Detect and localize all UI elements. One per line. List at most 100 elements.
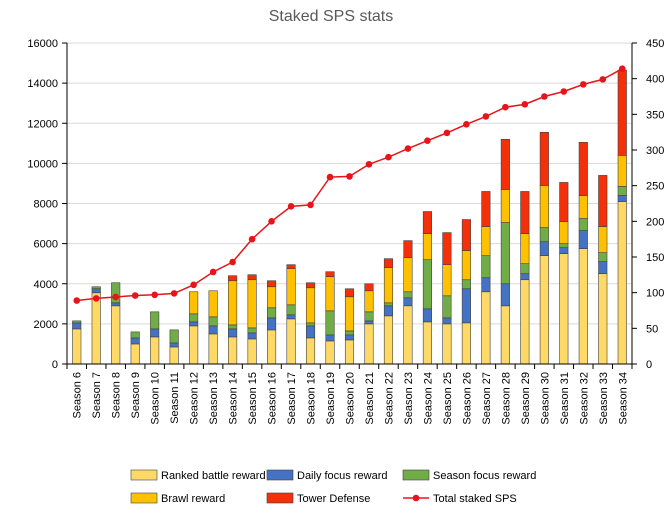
point-total [502, 103, 509, 111]
bar-season [422, 259, 432, 310]
bar-daily [325, 334, 335, 342]
bar-tower [617, 69, 627, 156]
point-total [346, 173, 353, 180]
x-tick-label: Season 15 [247, 372, 259, 425]
legend: Ranked battle reward Daily focus reward Se… [130, 469, 536, 505]
point-total [326, 173, 334, 181]
x-tick-label: Season 16 [267, 372, 279, 425]
bar-daily [520, 273, 530, 281]
bar-brawl [520, 233, 530, 264]
bar-season [247, 327, 257, 334]
legend-label-season: Season focus reward [433, 470, 536, 482]
x-tick-label: Season 30 [539, 372, 551, 425]
x-tick-label: Season 34 [617, 372, 629, 425]
point-total [92, 295, 100, 302]
bar-ranked [383, 315, 394, 365]
bar-ranked [520, 279, 530, 365]
x-tick-label: Season 8 [111, 372, 123, 418]
bar-ranked [442, 323, 452, 365]
bar-season [189, 313, 199, 323]
bar-brawl [598, 226, 608, 253]
legend-swatch-ranked [130, 469, 158, 481]
x-tick-label: Season 7 [91, 372, 103, 418]
axes: 0 2000 4000 6000 8000 10000 12000 14000 16000 0 50… [27, 38, 664, 425]
point-total [307, 201, 314, 209]
x-tick-label: Season 20 [345, 372, 357, 425]
bar-tower [228, 275, 238, 282]
bar-daily [442, 317, 452, 325]
bar-daily [208, 325, 218, 335]
bar-daily [578, 230, 588, 249]
bar-daily [598, 261, 608, 275]
bar-daily [364, 320, 374, 325]
bar-tower [325, 271, 335, 278]
bar-brawl [228, 280, 238, 326]
x-tick-label: Season 9 [130, 372, 142, 418]
point-total [521, 101, 529, 108]
bar-season [364, 311, 374, 322]
legend-swatch-brawl [130, 492, 158, 504]
x-tick-label: Season 6 [72, 372, 84, 418]
x-tick-label: Season 23 [403, 372, 415, 425]
bar-ranked [72, 328, 82, 365]
bar-daily [539, 241, 549, 256]
bar-brawl [189, 291, 199, 315]
bar-brawl [481, 226, 491, 256]
point-total [463, 121, 470, 128]
point-total [599, 76, 607, 83]
point-total [131, 292, 139, 299]
bar-season [150, 311, 160, 330]
point-total [579, 81, 587, 88]
bar-brawl [617, 155, 627, 187]
point-total [443, 129, 451, 137]
bar-ranked [539, 255, 549, 365]
bar-daily [111, 302, 121, 307]
x-tick-label: Season 22 [383, 372, 395, 425]
bar-season [130, 331, 140, 339]
bar-season [91, 286, 101, 290]
bar-tower [461, 219, 471, 251]
bar-tower [539, 131, 549, 186]
bar-tower [481, 191, 491, 227]
bar-tower [247, 274, 257, 281]
bar-season [403, 291, 413, 299]
point-total [385, 153, 392, 161]
legend-label-ranked: Ranked battle reward [161, 470, 266, 482]
point-total [229, 258, 236, 266]
bar-brawl [403, 257, 413, 293]
y-tick-label: 12000 [27, 118, 58, 130]
bar-season [286, 304, 296, 316]
legend-label-daily: Daily focus reward [297, 470, 387, 482]
bar-daily [305, 325, 316, 339]
point-total [209, 268, 217, 276]
bar-ranked [228, 336, 238, 365]
point-total [365, 160, 373, 168]
x-tick-label: Season 14 [228, 372, 240, 425]
bar-ranked [461, 322, 471, 365]
bar-daily [617, 195, 627, 202]
x-tick-label: Season 25 [442, 372, 454, 425]
x-tick-label: Season 31 [559, 372, 571, 425]
bar-brawl [422, 233, 432, 260]
legend-label-brawl: Brawl reward [161, 493, 225, 505]
bar-ranked [267, 329, 277, 365]
x-tick-label: Season 26 [461, 372, 473, 425]
bar-ranked [150, 336, 160, 365]
bar-ranked [208, 333, 218, 365]
legend-swatch-season [402, 469, 430, 481]
legend-swatch-daily [266, 469, 294, 481]
y2-tick-label: 400 [646, 74, 664, 86]
bar-brawl [208, 290, 218, 318]
x-tick-label: Season 12 [189, 372, 201, 425]
bar-ranked [403, 305, 413, 365]
bar-daily [344, 334, 355, 341]
bar-tower [578, 142, 588, 196]
bar-daily [403, 297, 413, 307]
y-tick-label: 0 [52, 359, 58, 371]
chart-title: Staked SPS stats [269, 8, 394, 25]
bar-daily [461, 288, 471, 324]
bar-daily [91, 288, 101, 294]
x-tick-label: Season 29 [520, 372, 532, 425]
bar-season [617, 186, 627, 196]
